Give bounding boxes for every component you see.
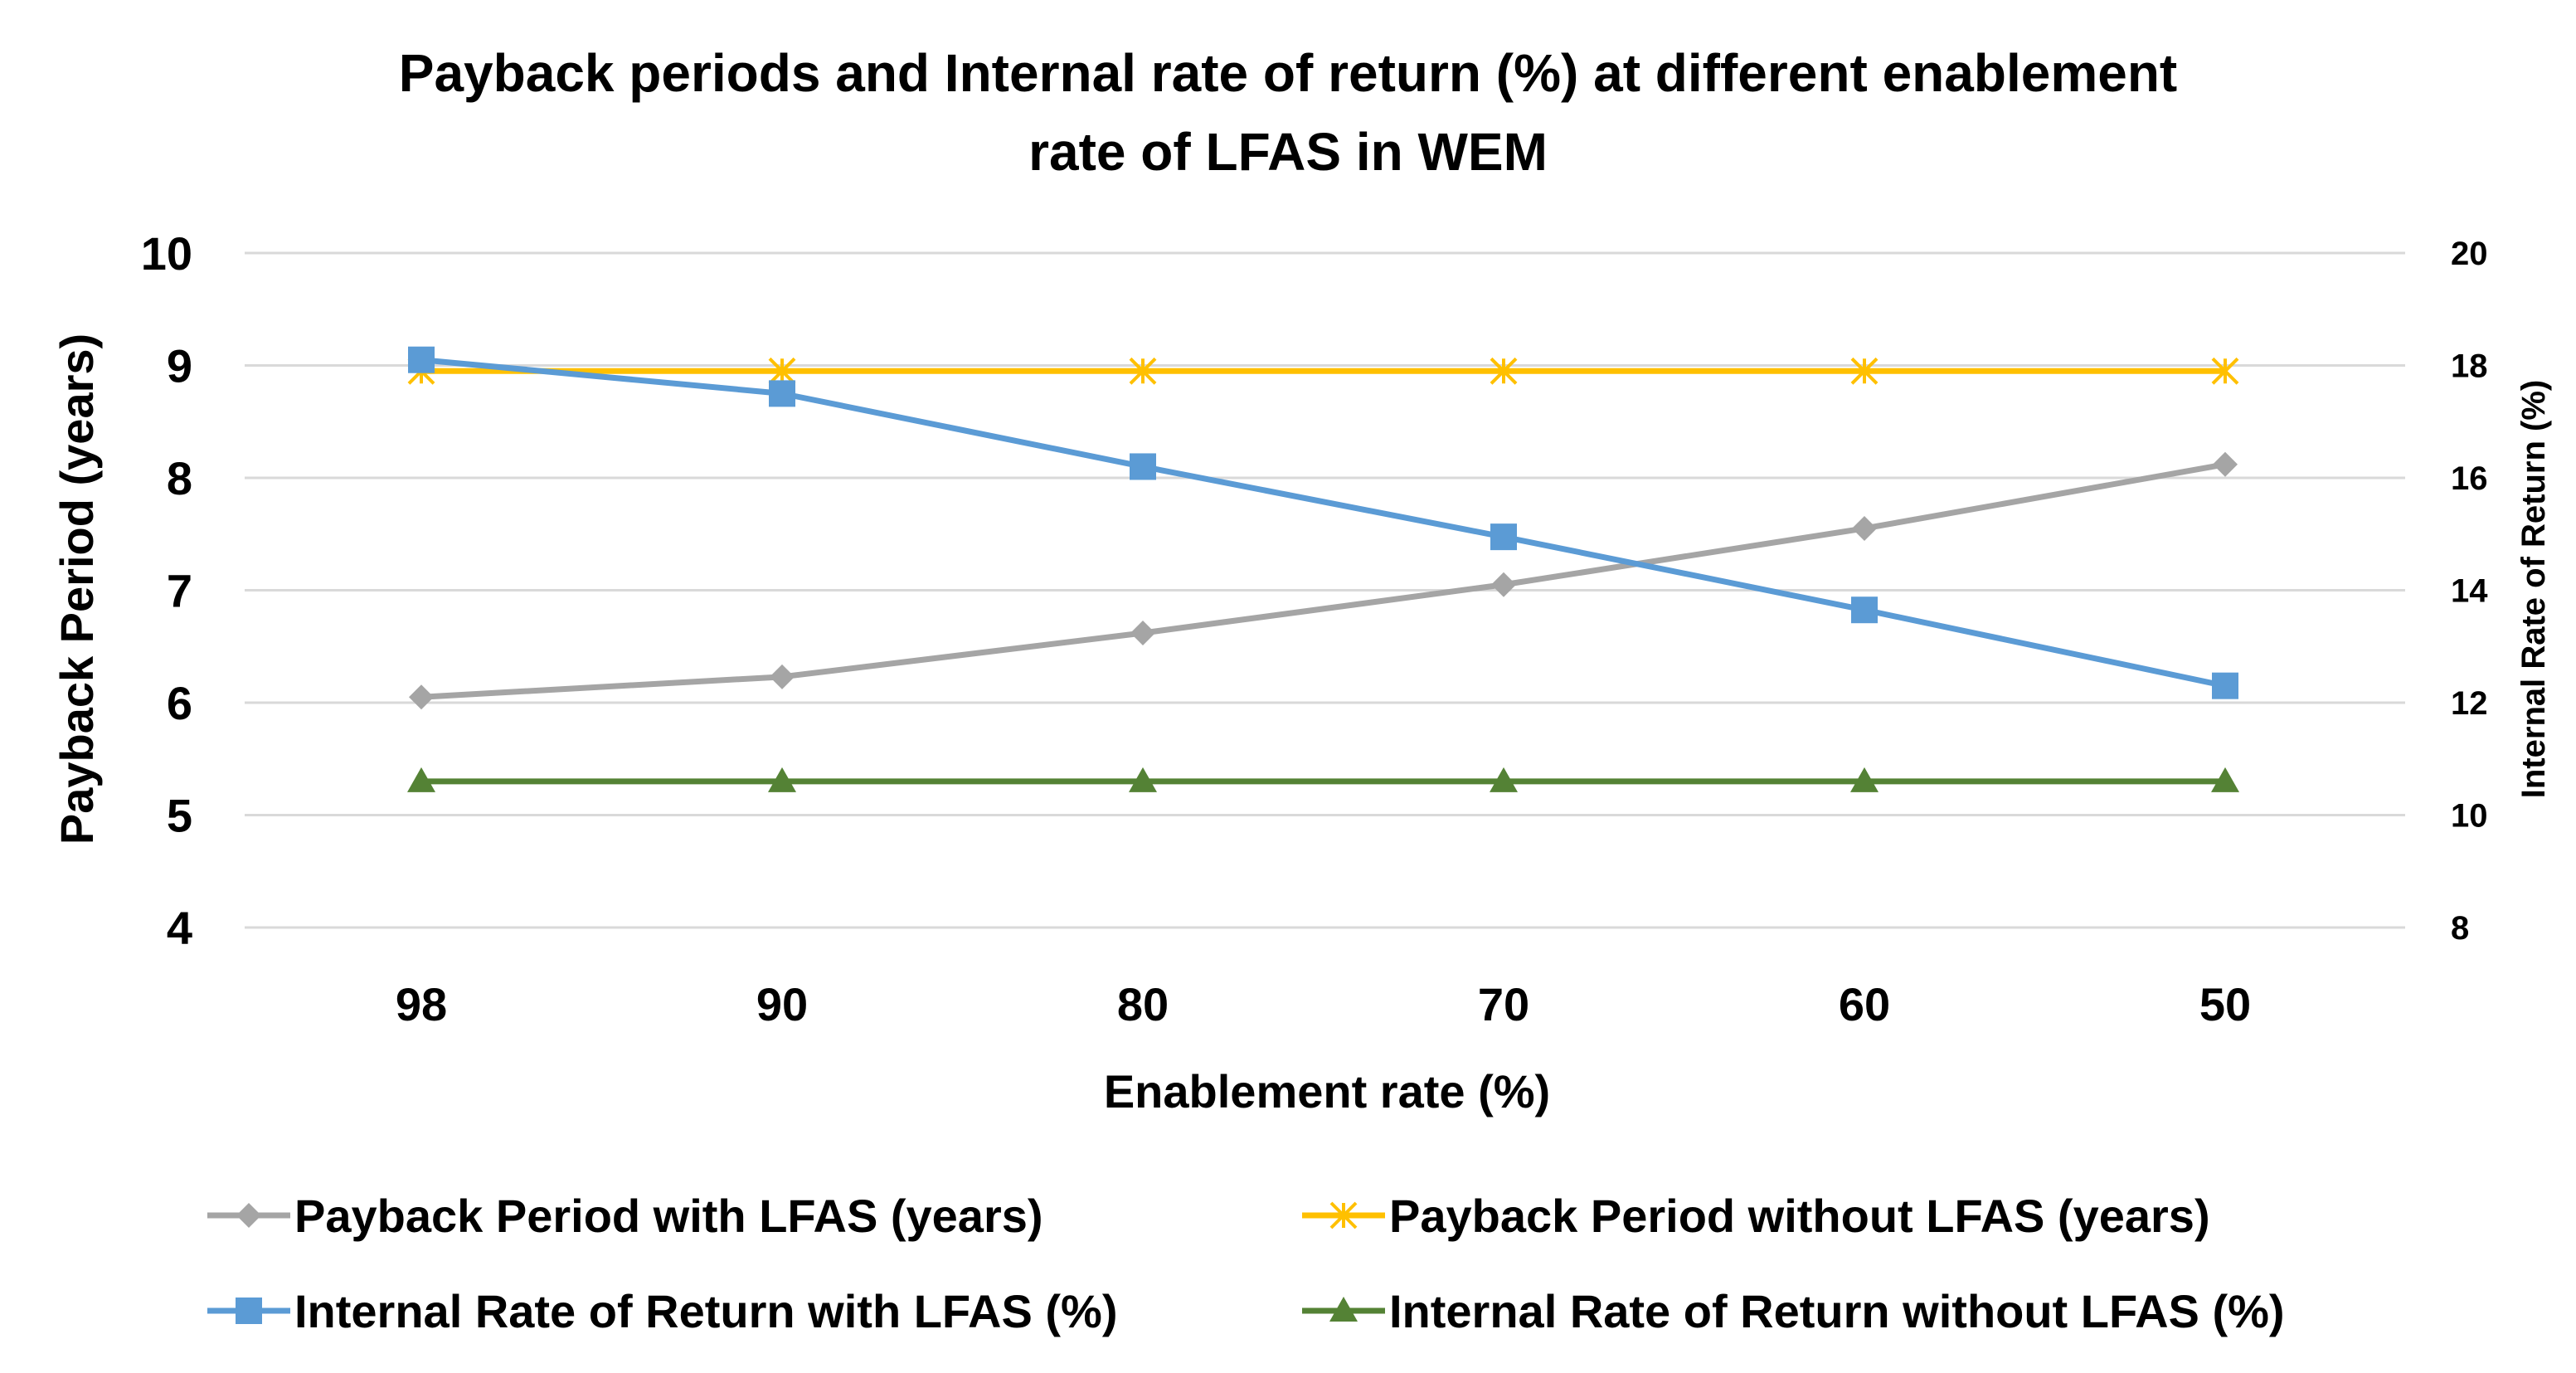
- data-point: [769, 380, 795, 407]
- x-axis-title: Enablement rate (%): [1104, 1065, 1550, 1117]
- legend-marker: [236, 1298, 262, 1324]
- y-tick-label: 10: [141, 227, 192, 280]
- y2-axis-title: Internal Rate of Return (%): [2515, 380, 2552, 798]
- y-tick-label: 9: [167, 340, 192, 392]
- legend-item: Payback Period with LFAS (years): [207, 1190, 1043, 1242]
- y-tick-label: 8: [167, 452, 192, 504]
- data-point: [1490, 767, 1518, 792]
- y-axis-title: Payback Period (years): [51, 334, 103, 845]
- legend-label: Internal Rate of Return with LFAS (%): [294, 1285, 1117, 1337]
- y-tick-label: 6: [167, 677, 192, 729]
- series-1: [407, 357, 2239, 385]
- legend-marker: [236, 1203, 261, 1228]
- legend-marker: [1329, 1201, 1358, 1229]
- y-tick-label: 4: [167, 902, 192, 954]
- legend-item: Internal Rate of Return without LFAS (%): [1302, 1285, 2285, 1337]
- data-point: [1850, 357, 1879, 385]
- series-2: [408, 346, 2238, 699]
- legend-label: Payback Period without LFAS (years): [1389, 1190, 2210, 1242]
- series-line: [420, 461, 2226, 700]
- data-point: [1850, 767, 1879, 792]
- data-point: [409, 684, 434, 710]
- data-point: [1852, 515, 1877, 541]
- data-point: [768, 357, 796, 385]
- data-point: [768, 767, 796, 792]
- series-3: [407, 767, 2239, 792]
- y2-tick-label: 16: [2451, 460, 2488, 497]
- data-point: [2212, 672, 2238, 699]
- y2-tick-label: 12: [2451, 685, 2488, 722]
- y2-tick-label: 8: [2451, 910, 2469, 947]
- gridlines: [245, 251, 2405, 929]
- y2-tick-label: 14: [2451, 573, 2488, 610]
- x-tick-label: 70: [1478, 978, 1529, 1030]
- y2-tick-label: 10: [2451, 798, 2488, 835]
- data-point: [770, 664, 795, 689]
- legend: Payback Period with LFAS (years) Payback …: [207, 1190, 2285, 1337]
- data-point: [1129, 767, 1157, 792]
- series-line: [420, 357, 2226, 689]
- left-axis-ticks: 4 5 6 7 8 9 10: [141, 227, 192, 954]
- data-point: [2211, 357, 2239, 385]
- y-tick-label: 5: [167, 790, 192, 842]
- chart-title-line-1: Payback periods and Internal rate of ret…: [399, 43, 2177, 103]
- right-axis-ticks: 8 10 12 14 16 18 20: [2451, 236, 2488, 947]
- x-axis-ticks: 98 90 80 70 60 50: [396, 978, 2251, 1030]
- data-point: [2211, 767, 2239, 792]
- data-point: [407, 767, 435, 792]
- series-0: [409, 451, 2238, 710]
- series-layer: [407, 346, 2239, 792]
- y2-tick-label: 18: [2451, 348, 2488, 385]
- data-point: [2213, 451, 2238, 477]
- chart-title-line-2: rate of LFAS in WEM: [1028, 122, 1548, 182]
- y-tick-label: 7: [167, 565, 192, 617]
- data-point: [1490, 357, 1518, 385]
- x-tick-label: 50: [2199, 978, 2251, 1030]
- legend-label: Internal Rate of Return without LFAS (%): [1389, 1285, 2285, 1337]
- legend-marker: [1329, 1297, 1358, 1322]
- legend-item: Payback Period without LFAS (years): [1302, 1190, 2210, 1242]
- x-tick-label: 60: [1839, 978, 1890, 1030]
- x-tick-label: 90: [756, 978, 808, 1030]
- data-point: [1130, 453, 1156, 480]
- data-point: [1491, 572, 1516, 597]
- data-point: [1130, 620, 1155, 645]
- data-point: [408, 346, 435, 373]
- data-point: [1129, 357, 1157, 385]
- legend-item: Internal Rate of Return with LFAS (%): [207, 1285, 1117, 1337]
- y2-tick-label: 20: [2451, 236, 2488, 272]
- legend-label: Payback Period with LFAS (years): [294, 1190, 1043, 1242]
- x-tick-label: 80: [1117, 978, 1169, 1030]
- data-point: [1490, 523, 1517, 551]
- x-tick-label: 98: [396, 978, 447, 1030]
- data-point: [1851, 596, 1878, 624]
